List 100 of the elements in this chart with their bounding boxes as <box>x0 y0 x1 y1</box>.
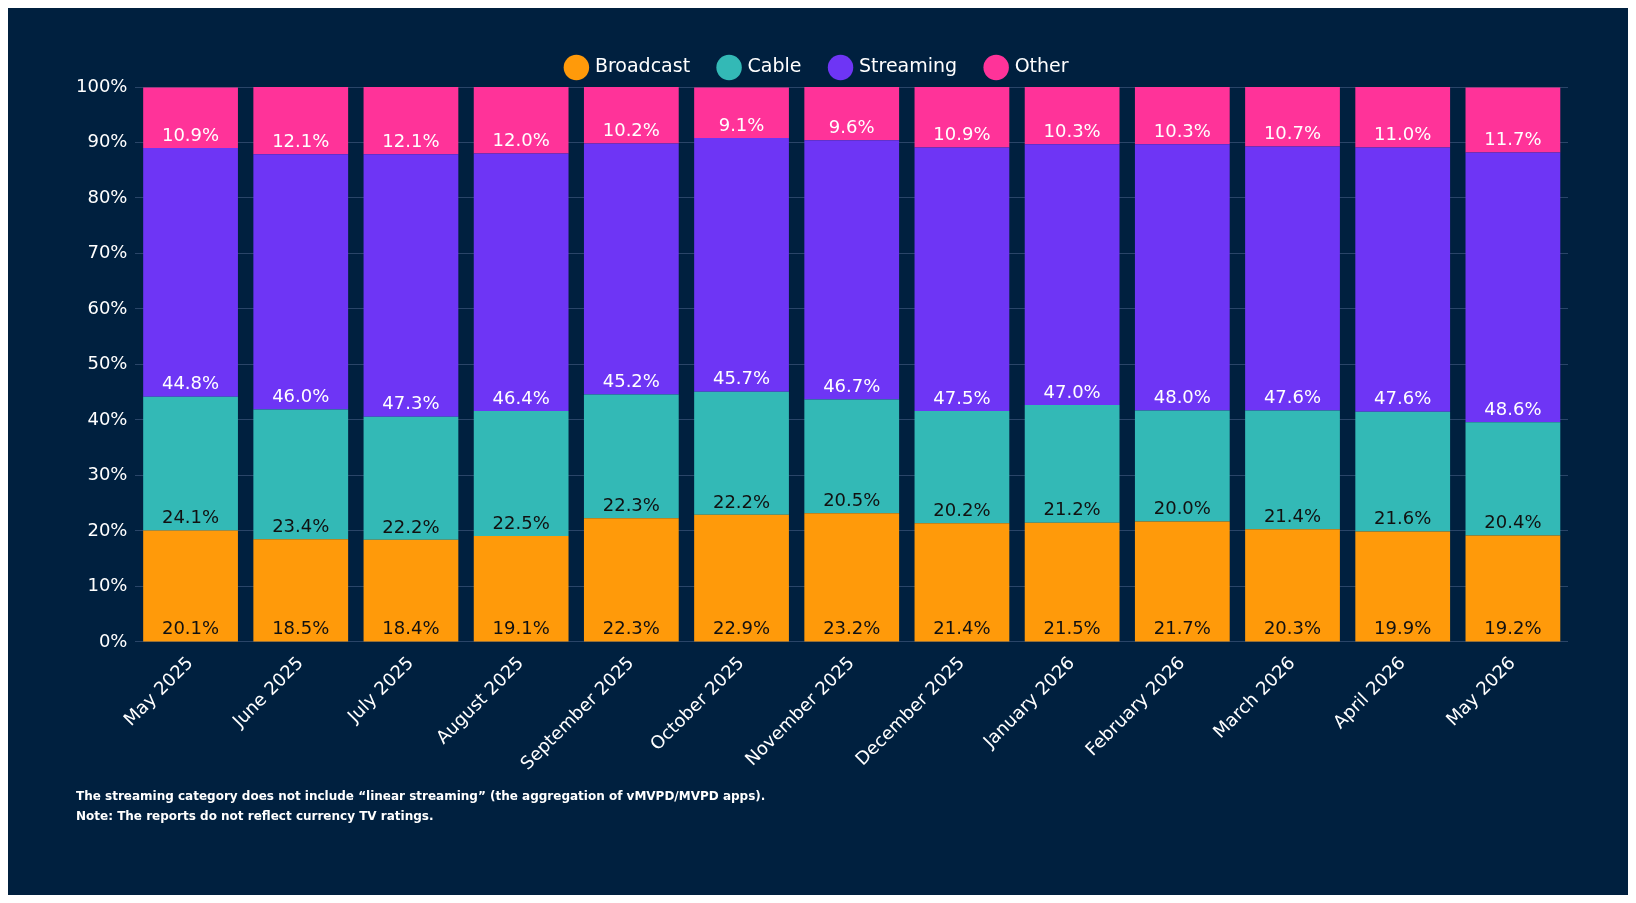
data-label: 12.0% <box>492 129 550 151</box>
data-label: 23.4% <box>272 514 330 536</box>
legend-label: Cable <box>747 54 802 77</box>
bar <box>1245 410 1340 530</box>
bar <box>1465 87 1561 153</box>
bar <box>1134 87 1230 145</box>
bar <box>1024 404 1120 523</box>
bar <box>253 409 349 540</box>
data-label: 9.1% <box>718 113 765 135</box>
data-label: 45.7% <box>712 367 771 389</box>
y-tick-label: 0% <box>98 629 128 651</box>
data-label: 10.7% <box>1263 122 1322 144</box>
bar <box>253 539 349 642</box>
data-label: 46.4% <box>492 386 550 408</box>
bar <box>583 394 679 519</box>
data-label: 20.2% <box>933 498 991 520</box>
data-label: 10.2% <box>602 119 660 141</box>
data-label: 10.9% <box>161 123 220 145</box>
data-label: 47.6% <box>1263 386 1322 408</box>
bar <box>473 535 569 642</box>
data-label: 23.2% <box>823 617 881 639</box>
y-tick-label: 20% <box>87 518 128 540</box>
bar <box>363 416 459 540</box>
legend-label: Streaming <box>859 54 958 77</box>
bar <box>914 411 1010 524</box>
data-label: 20.4% <box>1484 511 1542 533</box>
data-label: 24.1% <box>161 506 220 528</box>
data-label: 18.4% <box>382 617 440 639</box>
data-label: 9.6% <box>828 115 875 137</box>
y-tick-label: 90% <box>87 130 128 152</box>
data-label: 10.3% <box>1043 119 1101 141</box>
text: Note: The reports do not reflect currency TV ratings. <box>76 808 435 825</box>
y-tick-label: 100% <box>75 74 128 96</box>
data-label: 12.1% <box>382 129 440 151</box>
bar <box>253 87 349 155</box>
data-label: 48.6% <box>1484 397 1542 419</box>
data-label: 21.4% <box>933 617 991 639</box>
bar <box>363 87 459 155</box>
bar <box>1355 411 1451 532</box>
bar <box>804 140 900 400</box>
y-tick-label: 50% <box>87 352 128 374</box>
bar <box>694 391 789 515</box>
bar <box>694 514 789 642</box>
bar <box>1245 146 1340 411</box>
data-label: 20.1% <box>161 617 220 639</box>
bar <box>1134 144 1230 411</box>
data-label: 47.5% <box>933 386 991 408</box>
bar <box>583 518 679 642</box>
y-tick-label: 70% <box>87 241 128 263</box>
bar <box>1355 147 1451 412</box>
bar <box>473 411 569 536</box>
bar <box>363 539 459 642</box>
data-label: 22.9% <box>712 617 771 639</box>
data-label: 20.0% <box>1153 497 1211 519</box>
bar <box>1024 522 1120 642</box>
bar <box>914 87 1010 148</box>
bar <box>1134 410 1230 522</box>
data-label: 10.3% <box>1153 119 1211 141</box>
y-tick-label: 60% <box>87 296 128 318</box>
data-label: 11.7% <box>1484 128 1542 150</box>
data-label: 11.0% <box>1374 123 1432 145</box>
bar <box>1465 152 1561 423</box>
data-label: 20.3% <box>1263 617 1322 639</box>
bar <box>583 87 679 144</box>
bar <box>143 396 238 531</box>
legend-label: Other <box>1014 54 1069 77</box>
bar <box>694 87 789 139</box>
data-label: 20.5% <box>823 488 881 510</box>
data-label: 12.1% <box>272 129 330 151</box>
data-label: 21.7% <box>1153 617 1211 639</box>
data-label: 19.2% <box>1484 617 1542 639</box>
bar <box>1465 422 1561 536</box>
data-label: 18.5% <box>272 617 330 639</box>
data-label: 22.3% <box>602 617 660 639</box>
y-tick-label: 30% <box>87 463 128 485</box>
bar <box>363 154 459 417</box>
bar <box>804 87 900 141</box>
data-label: 21.5% <box>1043 617 1101 639</box>
bar <box>804 513 900 642</box>
bar <box>143 148 238 397</box>
y-tick-label: 40% <box>87 407 128 429</box>
bar <box>1355 87 1451 148</box>
data-label: 47.3% <box>382 392 440 414</box>
data-label: 21.4% <box>1263 504 1322 526</box>
data-label: 10.9% <box>933 123 991 145</box>
bar <box>1245 87 1340 147</box>
data-label: 22.2% <box>382 515 440 537</box>
data-label: 21.2% <box>1043 498 1101 520</box>
data-label: 19.9% <box>1374 617 1432 639</box>
bar <box>1024 87 1120 145</box>
bar <box>1024 144 1120 405</box>
data-label: 47.6% <box>1374 387 1432 409</box>
legend-label: Broadcast <box>594 54 691 77</box>
text: The streaming category does not include “linear streaming” (the aggregation of vMVPD/MVPD apps). <box>76 788 767 805</box>
bar <box>253 154 349 410</box>
data-label: 21.6% <box>1374 507 1432 529</box>
bar <box>804 399 900 514</box>
bar <box>473 153 569 412</box>
bar <box>914 523 1010 642</box>
bar <box>1355 531 1451 642</box>
